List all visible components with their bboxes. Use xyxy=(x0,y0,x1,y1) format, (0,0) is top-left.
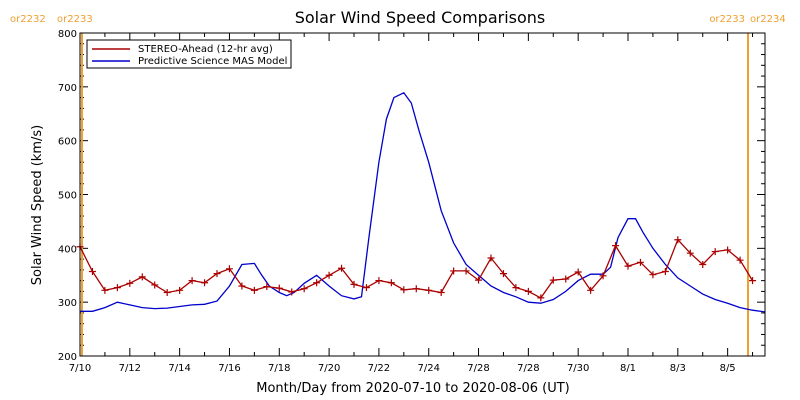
y-tick-label: 700 xyxy=(58,83,77,94)
stereo-data-point xyxy=(724,246,732,254)
stereo-data-point xyxy=(412,285,420,293)
series-line-mas xyxy=(80,91,766,313)
y-tick-label: 600 xyxy=(58,137,77,148)
stereo-data-point xyxy=(362,284,370,292)
axis-ticks: 200 300 400 500 600 700 800 7/10 7/12 7/14 7/16 7/1… xyxy=(58,29,765,374)
stereo-data-point xyxy=(387,279,395,287)
stereo-data-point xyxy=(163,288,171,296)
stereo-data-point xyxy=(699,260,707,268)
stereo-data-point xyxy=(275,284,283,292)
stereo-data-point xyxy=(462,267,470,275)
carrington-label-left: or2232 xyxy=(10,14,46,25)
stereo-data-point xyxy=(661,267,669,275)
carrington-markers: or2232 or2233 or2233 or2234 xyxy=(10,14,786,356)
stereo-data-point xyxy=(225,265,233,273)
stereo-data-point xyxy=(350,280,358,288)
stereo-data-point xyxy=(524,287,532,295)
legend-label-mas: Predictive Science MAS Model xyxy=(138,56,287,67)
x-tick-label: 7/30 xyxy=(567,363,589,374)
plot-frame xyxy=(79,32,766,357)
stereo-data-point xyxy=(562,275,570,283)
x-tick-label: 8/1 xyxy=(620,363,636,374)
stereo-data-point xyxy=(624,262,632,270)
stereo-data-point xyxy=(151,281,159,289)
y-tick-label: 400 xyxy=(58,244,77,255)
stereo-data-point xyxy=(126,279,134,287)
stereo-data-point xyxy=(674,236,682,244)
x-tick-label: 7/12 xyxy=(119,363,141,374)
stereo-data-point xyxy=(201,279,209,287)
stereo-data-point xyxy=(213,270,221,278)
legend-label-stereo: STEREO-Ahead (12-hr avg) xyxy=(138,44,273,55)
x-tick-label: 7/18 xyxy=(268,363,290,374)
legend: STEREO-Ahead (12-hr avg) Predictive Scie… xyxy=(86,39,292,69)
carrington-label-right: or2233 xyxy=(57,14,93,25)
stereo-data-point xyxy=(649,271,657,279)
chart-title: Solar Wind Speed Comparisons xyxy=(295,8,546,27)
stereo-data-point xyxy=(263,283,271,291)
stereo-data-point xyxy=(499,270,507,278)
stereo-data-point xyxy=(138,273,146,281)
x-axis-title: Month/Day from 2020-07-10 to 2020-08-06 … xyxy=(256,381,569,396)
stereo-data-point xyxy=(313,279,321,287)
x-tick-label: 8/3 xyxy=(670,363,686,374)
x-tick-label: 7/22 xyxy=(368,363,390,374)
stereo-data-point xyxy=(425,286,433,294)
legend-box xyxy=(86,39,292,69)
stereo-data-point xyxy=(512,284,520,292)
x-tick-label: 7/24 xyxy=(417,363,439,374)
stereo-data-point xyxy=(636,258,644,266)
stereo-data-point xyxy=(487,254,495,262)
y-axis-title: Solar Wind Speed (km/s) xyxy=(30,125,45,285)
carrington-label-left: or2233 xyxy=(709,14,745,25)
y-tick-label: 500 xyxy=(58,191,77,202)
stereo-data-point xyxy=(101,286,109,294)
stereo-data-point xyxy=(686,249,694,257)
series-lines xyxy=(76,91,766,313)
stereo-data-point xyxy=(587,286,595,294)
stereo-data-point xyxy=(288,288,296,296)
x-tick-label: 7/16 xyxy=(218,363,240,374)
carrington-label-right: or2234 xyxy=(750,14,786,25)
stereo-data-point xyxy=(250,286,258,294)
stereo-data-point xyxy=(475,276,483,284)
stereo-data-point xyxy=(711,248,719,256)
stereo-data-point xyxy=(338,264,346,272)
stereo-data-point xyxy=(113,284,121,292)
x-tick-label: 7/28 xyxy=(467,363,489,374)
stereo-data-point xyxy=(400,286,408,294)
stereo-data-point xyxy=(612,242,620,250)
stereo-data-point xyxy=(188,277,196,285)
x-tick-label: 7/10 xyxy=(69,363,91,374)
stereo-data-point xyxy=(176,286,184,294)
x-tick-label: 7/20 xyxy=(318,363,340,374)
stereo-data-point xyxy=(549,276,557,284)
y-tick-label: 300 xyxy=(58,298,77,309)
stereo-data-point xyxy=(736,256,744,264)
y-tick-label: 200 xyxy=(58,352,77,363)
stereo-data-point xyxy=(238,282,246,290)
stereo-data-point xyxy=(749,277,757,285)
stereo-data-point xyxy=(88,267,96,275)
stereo-data-point xyxy=(325,271,333,279)
stereo-data-point xyxy=(599,272,607,280)
x-tick-label: 7/14 xyxy=(168,363,190,374)
stereo-data-point xyxy=(574,268,582,276)
stereo-data-point xyxy=(300,285,308,293)
stereo-data-point xyxy=(375,277,383,285)
x-tick-label: 7/28 xyxy=(517,363,539,374)
x-tick-label: 8/5 xyxy=(720,363,736,374)
stereo-data-point xyxy=(537,294,545,302)
stereo-data-point xyxy=(450,267,458,275)
y-tick-label: 800 xyxy=(58,29,77,40)
stereo-data-point xyxy=(437,288,445,296)
